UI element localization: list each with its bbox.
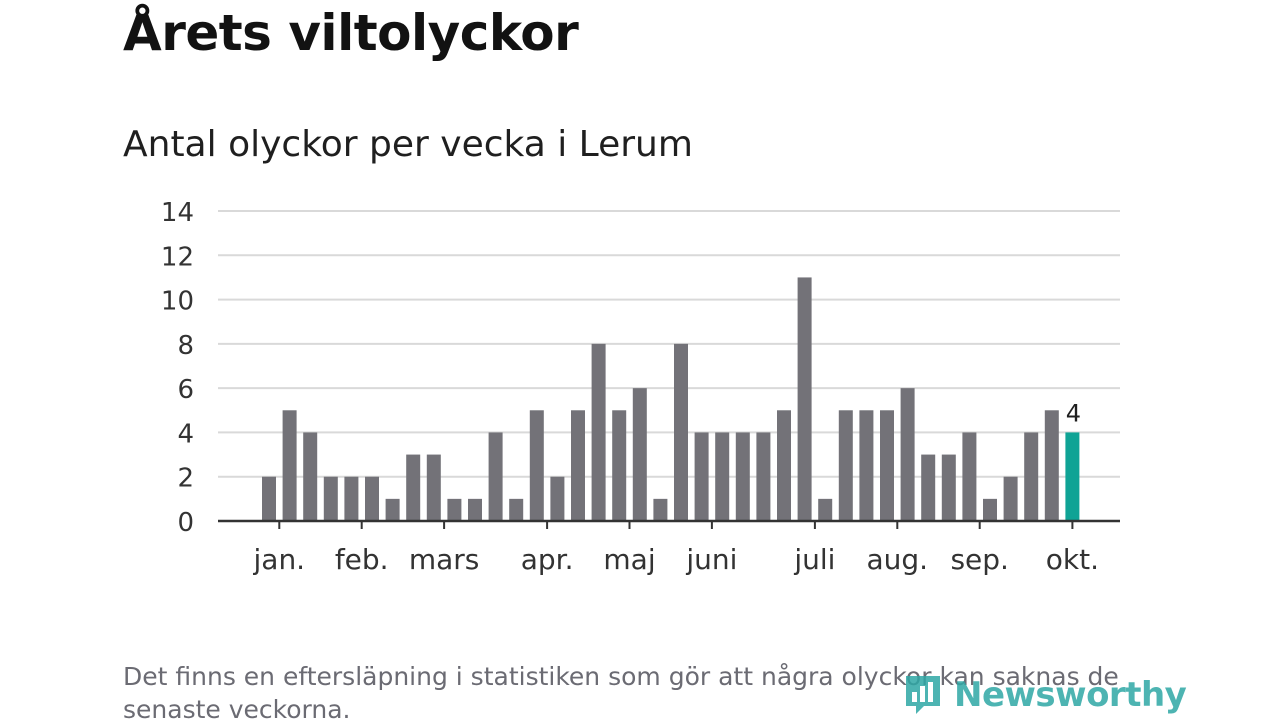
x-axis: jan. feb. mars apr. maj juni juli aug. sep. okt. bbox=[218, 519, 1120, 576]
bar bbox=[777, 410, 791, 521]
bar-chart: 0 2 4 6 8 10 12 14 jan. feb. mars apr. maj juni juli a… bbox=[161, 198, 1120, 576]
bar bbox=[385, 498, 400, 521]
bar bbox=[509, 498, 524, 521]
bar bbox=[550, 476, 565, 521]
bar bbox=[468, 498, 482, 521]
bar bbox=[900, 388, 915, 521]
bar bbox=[735, 432, 750, 521]
y-tick-label: 2 bbox=[177, 464, 194, 494]
bar bbox=[1024, 432, 1039, 521]
x-tick-label: apr. bbox=[521, 543, 574, 576]
footnote: Det finns en eftersläpning i statistiken… bbox=[123, 662, 1119, 724]
bar bbox=[571, 410, 585, 521]
bar bbox=[447, 498, 462, 521]
x-tick-label: mars bbox=[409, 543, 480, 576]
x-tick-label: aug. bbox=[867, 543, 929, 576]
bar bbox=[838, 410, 853, 521]
y-tick-label: 10 bbox=[161, 287, 194, 317]
chart-gridlines bbox=[218, 210, 1120, 478]
bar bbox=[756, 432, 771, 521]
bar bbox=[591, 343, 606, 521]
chart-bars bbox=[262, 277, 1080, 521]
bar bbox=[632, 388, 647, 521]
bar bbox=[1044, 410, 1059, 521]
highlight-data-label: 4 bbox=[1066, 399, 1081, 427]
bar bbox=[674, 343, 688, 521]
bar bbox=[983, 498, 997, 521]
bar bbox=[282, 410, 297, 521]
y-axis-tick-labels: 0 2 4 6 8 10 12 14 bbox=[161, 198, 194, 538]
bar-highlight bbox=[1065, 432, 1080, 521]
y-tick-label: 6 bbox=[177, 375, 194, 405]
bar bbox=[859, 410, 874, 521]
bar bbox=[406, 454, 421, 521]
bar bbox=[488, 432, 503, 521]
bar bbox=[653, 498, 668, 521]
newsworthy-logo-icon bbox=[906, 676, 940, 714]
bar bbox=[962, 432, 977, 521]
y-tick-label: 12 bbox=[161, 242, 194, 272]
x-tick-label: feb. bbox=[335, 543, 389, 576]
x-tick-label: maj bbox=[603, 543, 655, 576]
bar bbox=[715, 432, 730, 521]
bar bbox=[1003, 476, 1018, 521]
bar bbox=[426, 454, 441, 521]
x-tick-label: sep. bbox=[950, 543, 1009, 576]
bar bbox=[797, 277, 812, 521]
bar bbox=[694, 432, 709, 521]
y-tick-label: 4 bbox=[177, 419, 194, 449]
page-title: Årets viltolyckor bbox=[123, 4, 579, 62]
y-tick-label: 0 bbox=[177, 508, 194, 538]
newsworthy-logo: Newsworthy bbox=[902, 670, 1187, 720]
x-tick-label: jan. bbox=[253, 543, 306, 576]
x-tick-label: juli bbox=[793, 543, 835, 576]
bar bbox=[818, 498, 833, 521]
bar bbox=[612, 410, 627, 521]
bar bbox=[529, 410, 544, 521]
y-tick-label: 8 bbox=[177, 331, 194, 361]
bar bbox=[262, 476, 276, 521]
bar bbox=[365, 476, 379, 521]
bar bbox=[303, 432, 318, 521]
x-tick-label: okt. bbox=[1046, 543, 1099, 576]
bar bbox=[344, 476, 359, 521]
bar bbox=[880, 410, 894, 521]
bar bbox=[921, 454, 936, 521]
bar bbox=[323, 476, 338, 521]
bar bbox=[941, 454, 956, 521]
chart-data-labels: 4 bbox=[1066, 399, 1081, 427]
chart-subtitle: Antal olyckor per vecka i Lerum bbox=[123, 124, 693, 165]
y-tick-label: 14 bbox=[161, 198, 194, 228]
brand-name: Newsworthy bbox=[954, 675, 1187, 715]
x-tick-label: juni bbox=[685, 543, 737, 576]
